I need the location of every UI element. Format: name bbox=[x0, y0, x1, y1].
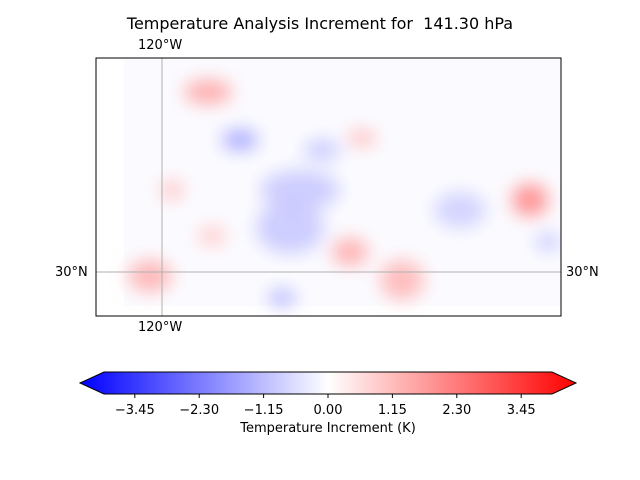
cold-increment-patch bbox=[260, 170, 340, 210]
colorbar-tick-label: −2.30 bbox=[179, 403, 219, 418]
colorbar-tick-label: −3.45 bbox=[115, 403, 155, 418]
warm-increment-patch bbox=[128, 260, 172, 292]
colorbar-tick-label: 0.00 bbox=[314, 403, 343, 418]
warm-increment-patch bbox=[332, 238, 368, 266]
chart-title: Temperature Analysis Increment for 141.3… bbox=[126, 14, 514, 33]
cold-increment-patch bbox=[222, 130, 258, 150]
lat-label-right: 30°N bbox=[566, 265, 599, 280]
cold-increment-patch bbox=[256, 202, 324, 254]
cold-increment-patch bbox=[434, 192, 486, 228]
warm-increment-patch bbox=[160, 180, 184, 200]
warm-increment-patch bbox=[198, 226, 226, 246]
increment-field bbox=[128, 80, 560, 306]
cold-increment-patch bbox=[536, 234, 560, 250]
map-area bbox=[96, 58, 561, 316]
cold-increment-patch bbox=[304, 140, 340, 160]
lat-label-left: 30°N bbox=[55, 265, 88, 280]
cold-increment-patch bbox=[268, 290, 296, 306]
colorbar-tick-label: 1.15 bbox=[378, 403, 407, 418]
colorbar-tick-label: 2.30 bbox=[442, 403, 471, 418]
warm-increment-patch bbox=[512, 184, 548, 216]
lon-label-bottom: 120°W bbox=[138, 320, 183, 335]
colorbar-label: Temperature Increment (K) bbox=[240, 421, 416, 436]
warm-increment-patch bbox=[380, 260, 424, 300]
lon-label-top: 120°W bbox=[138, 38, 183, 53]
colorbar: −3.45 −2.30 −1.15 0.00 1.15 2.30 3.45 bbox=[78, 371, 578, 418]
colorbar-ticks: −3.45 −2.30 −1.15 0.00 1.15 2.30 3.45 bbox=[115, 394, 536, 418]
colorbar-tick-label: 3.45 bbox=[507, 403, 536, 418]
warm-increment-patch bbox=[348, 130, 376, 146]
map-frame bbox=[95, 57, 562, 317]
colorbar-scale bbox=[78, 371, 578, 395]
warm-increment-patch bbox=[184, 80, 232, 104]
colorbar-tick-label: −1.15 bbox=[244, 403, 284, 418]
